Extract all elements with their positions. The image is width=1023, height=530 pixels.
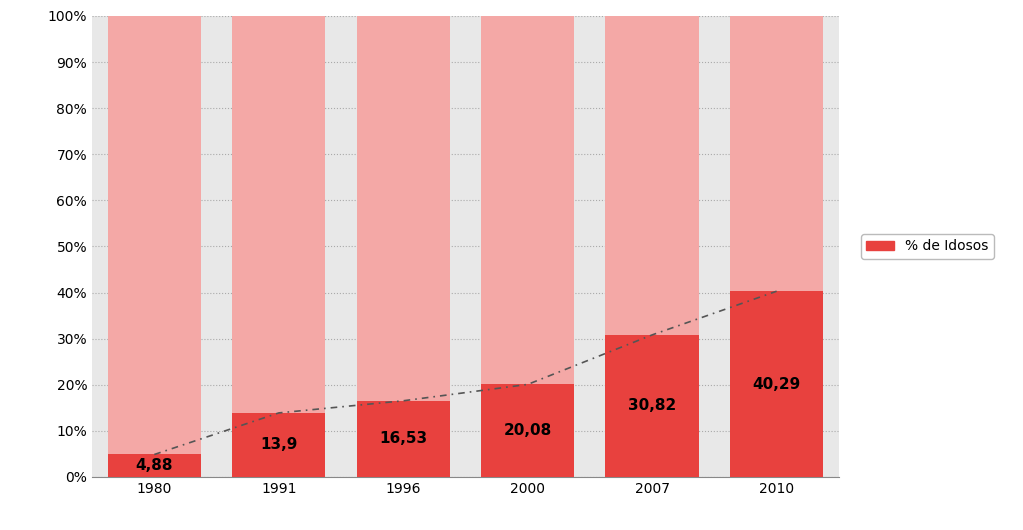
- Text: 4,88: 4,88: [136, 458, 173, 473]
- Bar: [107, 16, 201, 455]
- Bar: [606, 335, 699, 477]
- Bar: [107, 455, 201, 477]
- Text: 30,82: 30,82: [628, 399, 676, 413]
- Text: 16,53: 16,53: [380, 431, 428, 446]
- Bar: [606, 16, 699, 335]
- Bar: [481, 384, 574, 477]
- Bar: [730, 291, 824, 477]
- Bar: [232, 413, 325, 477]
- Bar: [357, 16, 450, 401]
- Bar: [232, 16, 325, 413]
- Bar: [730, 16, 824, 291]
- Bar: [481, 16, 574, 384]
- Text: 13,9: 13,9: [260, 437, 298, 453]
- Bar: [357, 401, 450, 477]
- Text: 20,08: 20,08: [503, 423, 551, 438]
- Legend: % de Idosos: % de Idosos: [860, 234, 994, 259]
- Text: 40,29: 40,29: [753, 377, 801, 392]
